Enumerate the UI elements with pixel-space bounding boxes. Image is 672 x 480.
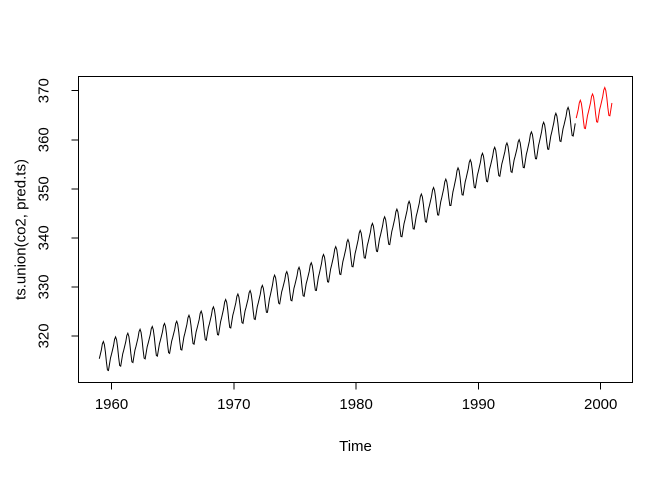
x-axis-tick-label: 2000 bbox=[584, 396, 617, 413]
x-axis-tick-label: 1980 bbox=[339, 396, 372, 413]
y-axis-tick-label: 350 bbox=[36, 176, 53, 201]
y-axis-tick-label: 360 bbox=[36, 127, 53, 152]
x-axis-tick-label: 1970 bbox=[217, 396, 250, 413]
y-axis-tick-label: 370 bbox=[36, 78, 53, 103]
x-axis-title: Time bbox=[339, 438, 372, 455]
y-axis-tick-label: 320 bbox=[36, 323, 53, 348]
series-line-co2 bbox=[98, 106, 576, 372]
plot-frame bbox=[78, 76, 633, 383]
x-axis-tick-label: 1990 bbox=[462, 396, 495, 413]
y-axis-tick-label: 330 bbox=[36, 274, 53, 299]
y-axis-title: ts.union(co2, pred.ts) bbox=[12, 159, 30, 300]
y-axis-tick-label: 340 bbox=[36, 225, 53, 250]
x-axis-tick-label: 1960 bbox=[95, 396, 128, 413]
series-line-pred.ts bbox=[575, 86, 613, 130]
